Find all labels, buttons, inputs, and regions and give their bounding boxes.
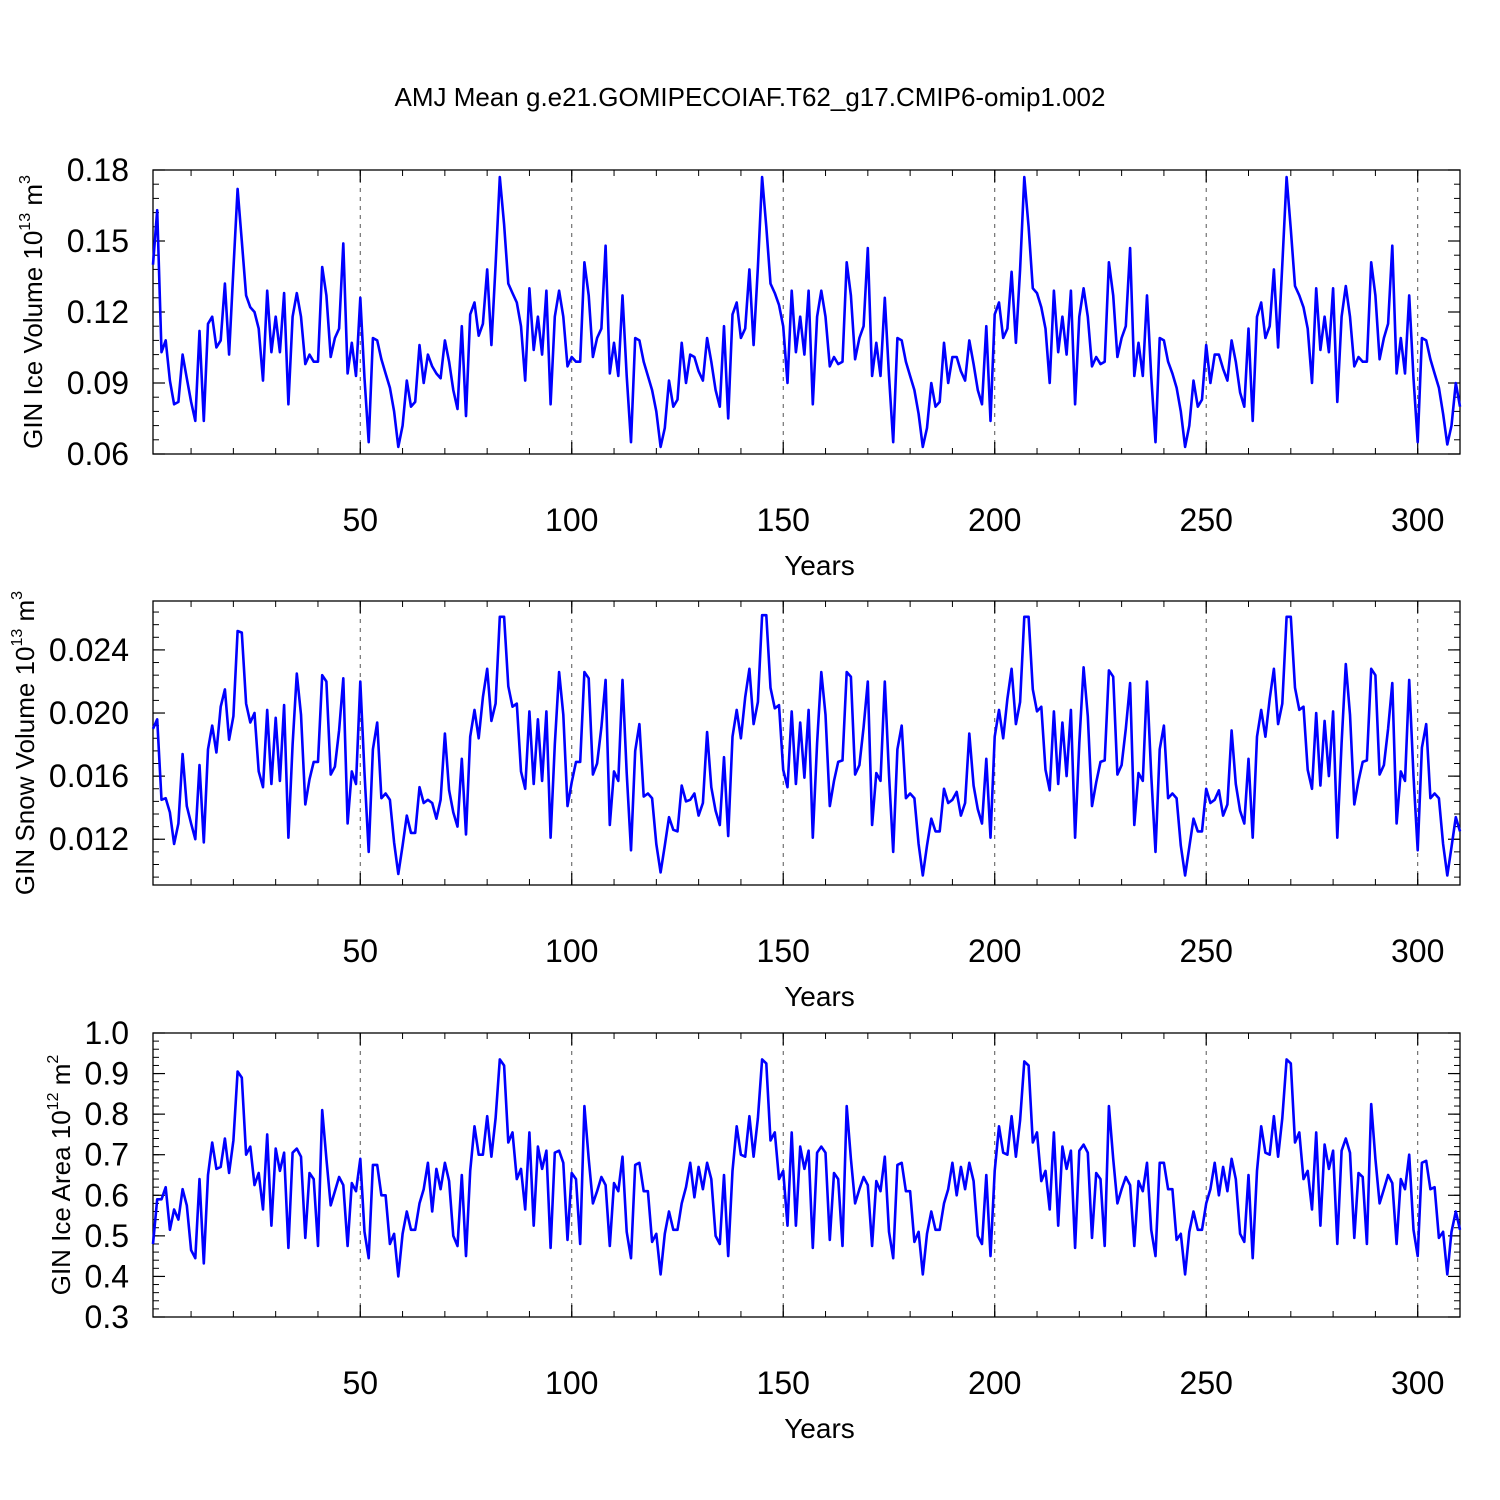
y-tick-label: 0.12 [67,294,129,330]
x-tick-label: 150 [757,1365,810,1401]
y-axis-label-unit: m [18,184,48,213]
series-line [151,175,1462,449]
x-tick-label: 300 [1391,502,1444,538]
x-tick-label: 150 [757,502,810,538]
x-tick-label: 100 [545,502,598,538]
x-tick-label: 50 [342,502,378,538]
panel-1: 50 100 150 200 250 300 0.06 0.09 0.12 0.15 0.18 Yea… [17,152,1462,581]
y-tick-label: 0.020 [49,695,129,731]
y-tick-label: 1.0 [85,1015,129,1051]
y-axis-label-unit: m [10,600,40,629]
y-axis-label: GIN Ice Area 1012 m2 [45,1055,76,1296]
x-tick-label: 200 [968,1365,1021,1401]
y-axis-label: GIN Ice Volume 1013 m3 [17,175,48,449]
y-axis-label-unit-exponent: 3 [17,175,34,184]
series-line [151,613,1462,877]
x-tick-label: 200 [968,502,1021,538]
y-tick-label: 0.5 [85,1218,129,1254]
y-tick-label: 0.06 [67,436,129,472]
y-tick-label: 0.3 [85,1299,129,1335]
page-title: AMJ Mean g.e21.GOMIPECOIAF.T62_g17.CMIP6… [394,82,1106,112]
y-axis-label-unit-exponent: 3 [9,591,26,600]
y-tick-label: 0.15 [67,223,129,259]
x-axis-label: Years [784,550,855,581]
x-axis-label: Years [784,1413,855,1444]
x-tick-label: 250 [1180,1365,1233,1401]
x-tick-label: 100 [545,933,598,969]
x-tick-label: 200 [968,933,1021,969]
y-axis-label-exponent: 13 [17,213,34,231]
y-tick-label: 0.09 [67,365,129,401]
plot-frame [152,600,1461,886]
x-tick-label: 250 [1180,502,1233,538]
y-axis-label-text: GIN Ice Area 10 [46,1110,76,1295]
x-tick-label: 50 [342,1365,378,1401]
series-line [151,1058,1462,1278]
x-axis-label: Years [784,981,855,1012]
x-tick-label: 300 [1391,933,1444,969]
y-axis-label-exponent: 12 [45,1092,62,1110]
y-tick-label: 0.7 [85,1137,129,1173]
y-tick-label: 0.012 [49,821,129,857]
y-axis-label-text: GIN Snow Volume 10 [10,647,40,896]
plot-frame [152,1032,1461,1318]
x-tick-label: 100 [545,1365,598,1401]
y-axis-label: GIN Snow Volume 1013 m3 [9,591,40,895]
y-axis-label-unit: m [46,1064,76,1093]
x-tick-label: 50 [342,933,378,969]
y-axis-label-exponent: 13 [9,629,26,647]
y-tick-label: 0.6 [85,1177,129,1213]
y-tick-label: 0.18 [67,152,129,188]
x-tick-label: 300 [1391,1365,1444,1401]
y-tick-label: 0.4 [85,1258,129,1294]
y-axis-label-text: GIN Ice Volume 10 [18,231,48,449]
y-tick-label: 0.016 [49,758,129,794]
x-tick-label: 150 [757,933,810,969]
y-tick-label: 0.9 [85,1056,129,1092]
panel-2: 50 100 150 200 250 300 0.012 0.016 0.020 0.024 Yea… [9,591,1462,1012]
y-tick-label: 0.8 [85,1096,129,1132]
y-axis-label-unit-exponent: 2 [45,1055,62,1064]
x-tick-label: 250 [1180,933,1233,969]
panel-3: 50 100 150 200 250 300 0.3 0.4 0.5 0.6 0.7 0.8 0.9 1.… [45,1015,1462,1444]
y-tick-label: 0.024 [49,632,129,668]
